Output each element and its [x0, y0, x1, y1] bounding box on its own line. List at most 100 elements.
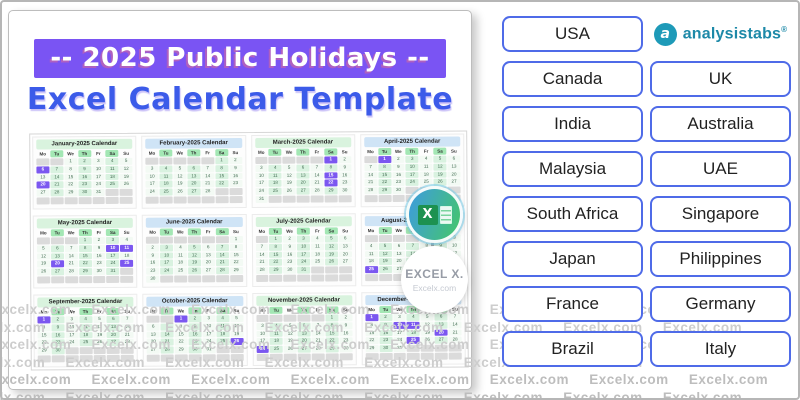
- country-button-australia[interactable]: Australia: [650, 106, 791, 142]
- day-cell: 17: [256, 338, 270, 346]
- day-cell: 16: [338, 171, 352, 179]
- country-button-japan[interactable]: Japan: [502, 241, 643, 277]
- country-button-malaysia[interactable]: Malaysia: [502, 151, 643, 187]
- empty-cell: [230, 346, 244, 354]
- day-cell: 19: [173, 180, 187, 188]
- empty-cell: [37, 276, 51, 284]
- day-cell: 13: [146, 331, 160, 339]
- empty-cell: [311, 266, 325, 274]
- empty-cell: [37, 355, 51, 363]
- country-button-uae[interactable]: UAE: [650, 151, 791, 187]
- country-button-philippines[interactable]: Philippines: [650, 241, 791, 277]
- day-cell: 11: [159, 173, 173, 181]
- weekday-label: Th: [297, 227, 310, 235]
- weekday-label: Fr: [96, 230, 102, 236]
- country-button-canada[interactable]: Canada: [502, 61, 643, 97]
- country-button-germany[interactable]: Germany: [650, 286, 791, 322]
- empty-cell: [146, 354, 160, 362]
- empty-cell: [378, 194, 392, 202]
- day-cell: 4: [406, 313, 420, 321]
- country-button-singapore[interactable]: Singapore: [650, 196, 791, 232]
- weekday-label: Sa: [106, 307, 120, 315]
- day-cell: 15: [37, 331, 51, 339]
- country-button-italy[interactable]: Italy: [650, 331, 791, 367]
- weekday-label: Mo: [258, 228, 266, 234]
- day-cell: 9: [379, 321, 393, 329]
- day-cell: 26: [282, 187, 296, 195]
- weekday-label: Tu: [269, 227, 283, 235]
- day-cell: 8: [78, 244, 92, 252]
- day-cell: 30: [51, 347, 65, 355]
- day-cell: 23: [379, 337, 393, 345]
- day-cell: 17: [65, 331, 79, 339]
- day-cell: 21: [310, 179, 324, 187]
- day-cell: 1: [215, 157, 228, 165]
- month-october: October-2025 Calendar Mo Tu We Th Fr Sa Su 1 2 3 4 5…: [142, 293, 248, 367]
- weekday-label: Sa: [325, 306, 339, 314]
- weekday-label: Sa: [105, 149, 119, 157]
- weekday-label: Th: [297, 306, 311, 314]
- day-cell: 5: [230, 315, 243, 322]
- weekday-label: Tu: [377, 148, 391, 156]
- holiday-cell: 15: [324, 171, 338, 179]
- weekday-label: Su: [233, 229, 239, 235]
- holiday-cell: 10: [106, 244, 120, 252]
- empty-cell: [188, 275, 202, 283]
- day-cell: 7: [406, 242, 420, 250]
- weekday-label: Sa: [324, 148, 338, 156]
- day-cell: 15: [78, 252, 92, 260]
- empty-cell: [379, 352, 393, 360]
- day-cell: 3: [392, 313, 406, 321]
- day-cell: 26: [378, 266, 392, 274]
- day-cell: 13: [297, 330, 311, 338]
- empty-cell: [92, 275, 106, 283]
- month-title: May-2025 Calendar: [36, 217, 134, 229]
- weekday-label: Su: [341, 149, 348, 155]
- day-cell: 14: [364, 171, 378, 179]
- day-cell: 20: [338, 250, 352, 258]
- day-cell: 17: [393, 329, 407, 337]
- holiday-cell: 20: [434, 329, 448, 337]
- day-cell: 4: [268, 164, 282, 172]
- day-cell: 18: [406, 329, 420, 337]
- day-cell: 5: [119, 157, 133, 165]
- day-cell: 22: [325, 337, 339, 345]
- country-button-india[interactable]: India: [502, 106, 643, 142]
- weekday-label: Fr: [423, 148, 429, 154]
- day-cell: 19: [230, 330, 244, 338]
- day-cell: 24: [160, 267, 174, 275]
- country-button-south-africa[interactable]: South Africa: [502, 196, 643, 232]
- day-cell: 10: [91, 165, 105, 173]
- country-button-uk[interactable]: UK: [650, 61, 791, 97]
- day-cell: 28: [364, 187, 378, 195]
- day-cell: 9: [51, 324, 65, 331]
- day-cell: 3: [202, 315, 216, 323]
- day-cell: 25: [174, 267, 188, 275]
- day-cell: 31: [202, 346, 216, 354]
- month-title: October-2025 Calendar: [146, 296, 243, 307]
- empty-cell: [201, 236, 215, 244]
- day-cell: 8: [64, 165, 78, 173]
- day-cell: 23: [392, 179, 405, 187]
- country-button-france[interactable]: France: [502, 286, 643, 322]
- country-button-brazil[interactable]: Brazil: [502, 331, 643, 367]
- weekday-label: Th: [187, 149, 201, 157]
- empty-cell: [378, 235, 392, 242]
- empty-cell: [434, 344, 448, 352]
- weekday-label: Tu: [50, 229, 64, 237]
- day-cell: 9: [283, 243, 297, 251]
- country-button-usa[interactable]: USA: [502, 16, 643, 52]
- day-cell: 23: [78, 181, 92, 189]
- empty-cell: [107, 354, 121, 362]
- weekday-label: Fr: [205, 229, 211, 235]
- day-cell: 1: [325, 314, 339, 322]
- day-cell: 7: [310, 164, 324, 172]
- day-cell: 27: [201, 267, 215, 275]
- day-cell: 27: [434, 337, 448, 344]
- day-cell: 21: [448, 329, 462, 336]
- month-march: March-2025 Calendar Mo Tu We Th Fr Sa Su 1 2 3 4 5 6 7…: [250, 134, 356, 208]
- day-cell: 29: [64, 189, 78, 197]
- excel-icon: X: [417, 204, 452, 225]
- empty-cell: [310, 156, 324, 164]
